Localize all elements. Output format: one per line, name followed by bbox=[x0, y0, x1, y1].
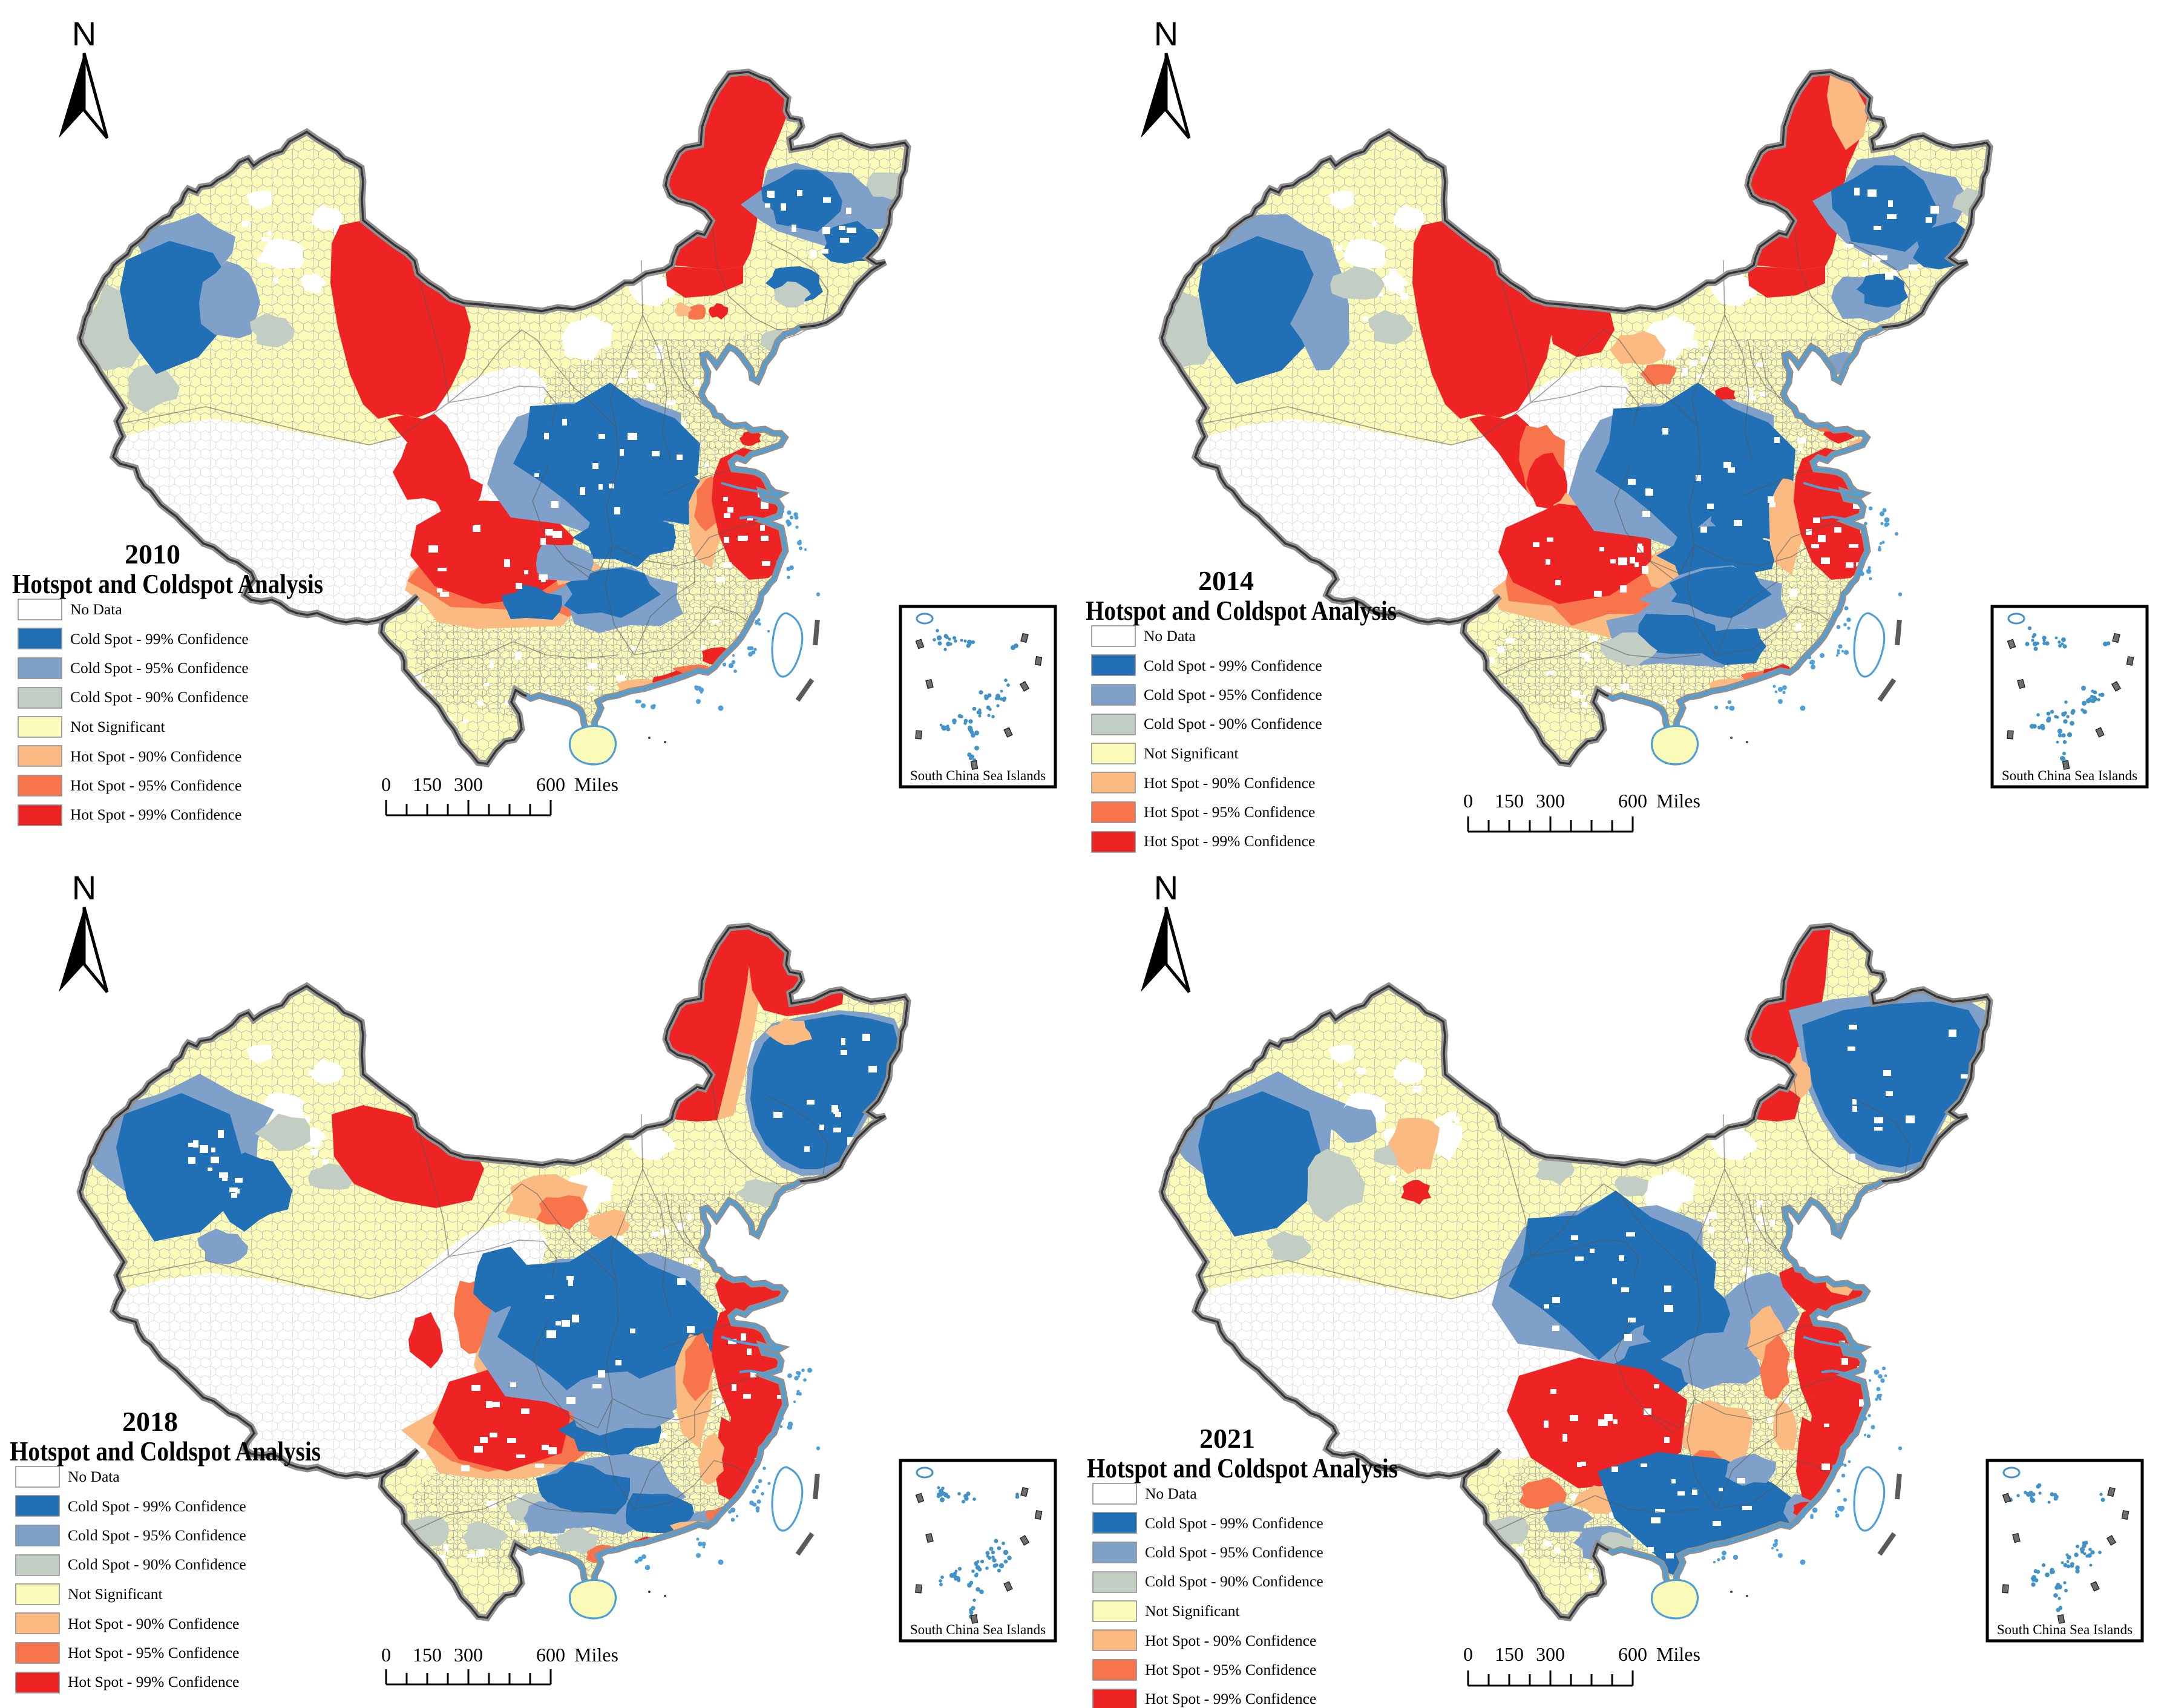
svg-text:150: 150 bbox=[1495, 790, 1524, 812]
svg-text:600: 600 bbox=[1618, 1643, 1647, 1665]
svg-text:Cold Spot - 90% Confidence: Cold Spot - 90% Confidence bbox=[1144, 715, 1322, 732]
svg-text:Cold Spot - 99% Confidence: Cold Spot - 99% Confidence bbox=[70, 630, 249, 648]
svg-text:N: N bbox=[1154, 869, 1178, 907]
svg-text:N: N bbox=[1154, 15, 1178, 53]
svg-text:Cold Spot - 90% Confidence: Cold Spot - 90% Confidence bbox=[70, 688, 249, 706]
svg-text:150: 150 bbox=[413, 774, 442, 795]
svg-text:No Data: No Data bbox=[1145, 1485, 1197, 1502]
svg-text:Hot Spot - 99% Confidence: Hot Spot - 99% Confidence bbox=[1145, 1690, 1316, 1707]
svg-text:2014: 2014 bbox=[1198, 565, 1254, 596]
svg-text:150: 150 bbox=[413, 1644, 442, 1666]
svg-text:Cold Spot - 90% Confidence: Cold Spot - 90% Confidence bbox=[68, 1555, 246, 1573]
svg-text:600: 600 bbox=[536, 1644, 565, 1666]
svg-text:Miles: Miles bbox=[1656, 1643, 1700, 1665]
svg-text:Not Significant: Not Significant bbox=[1145, 1602, 1240, 1620]
svg-text:South China Sea Islands: South China Sea Islands bbox=[2002, 768, 2137, 783]
svg-text:2010: 2010 bbox=[125, 539, 180, 570]
svg-text:0: 0 bbox=[381, 774, 391, 795]
svg-text:0: 0 bbox=[1463, 790, 1473, 812]
svg-text:300: 300 bbox=[454, 1644, 483, 1666]
svg-text:South China Sea Islands: South China Sea Islands bbox=[910, 1622, 1046, 1637]
svg-text:Miles: Miles bbox=[1656, 790, 1700, 812]
svg-text:Hot Spot - 90% Confidence: Hot Spot - 90% Confidence bbox=[70, 747, 241, 765]
svg-text:600: 600 bbox=[536, 774, 565, 795]
svg-text:South China Sea Islands: South China Sea Islands bbox=[910, 768, 1046, 783]
svg-text:Hotspot and Coldspot Analysis: Hotspot and Coldspot Analysis bbox=[12, 568, 323, 599]
svg-text:Hot Spot - 90% Confidence: Hot Spot - 90% Confidence bbox=[68, 1615, 239, 1632]
svg-text:No Data: No Data bbox=[1144, 627, 1196, 645]
svg-text:Hotspot and Coldspot Analysis: Hotspot and Coldspot Analysis bbox=[1086, 595, 1397, 626]
svg-text:Cold Spot - 95% Confidence: Cold Spot - 95% Confidence bbox=[68, 1526, 246, 1544]
svg-text:Cold Spot - 99% Confidence: Cold Spot - 99% Confidence bbox=[1144, 657, 1322, 674]
svg-text:Hot Spot - 99% Confidence: Hot Spot - 99% Confidence bbox=[1144, 832, 1315, 850]
svg-text:Not Significant: Not Significant bbox=[68, 1585, 163, 1603]
svg-text:Hot Spot - 99% Confidence: Hot Spot - 99% Confidence bbox=[68, 1673, 239, 1690]
svg-text:600: 600 bbox=[1618, 790, 1647, 812]
svg-text:Hot Spot - 95% Confidence: Hot Spot - 95% Confidence bbox=[70, 777, 241, 794]
svg-text:Not Significant: Not Significant bbox=[1144, 744, 1239, 762]
svg-text:Miles: Miles bbox=[574, 1644, 618, 1666]
svg-text:Hot Spot - 95% Confidence: Hot Spot - 95% Confidence bbox=[1145, 1661, 1316, 1678]
svg-text:Cold Spot - 95% Confidence: Cold Spot - 95% Confidence bbox=[1145, 1543, 1323, 1561]
svg-text:0: 0 bbox=[1463, 1643, 1473, 1665]
svg-text:Hot Spot - 90% Confidence: Hot Spot - 90% Confidence bbox=[1145, 1632, 1316, 1649]
svg-text:Hot Spot - 95% Confidence: Hot Spot - 95% Confidence bbox=[1144, 803, 1315, 821]
svg-text:Hot Spot - 90% Confidence: Hot Spot - 90% Confidence bbox=[1144, 774, 1315, 792]
svg-text:Cold Spot - 95% Confidence: Cold Spot - 95% Confidence bbox=[1144, 686, 1322, 703]
svg-text:South China Sea Islands: South China Sea Islands bbox=[1997, 1622, 2133, 1637]
svg-text:Hotspot and Coldspot Analysis: Hotspot and Coldspot Analysis bbox=[10, 1436, 321, 1467]
svg-text:N: N bbox=[72, 15, 96, 53]
svg-text:Cold Spot - 99% Confidence: Cold Spot - 99% Confidence bbox=[1145, 1514, 1323, 1532]
svg-text:Hotspot and Coldspot Analysis: Hotspot and Coldspot Analysis bbox=[1087, 1453, 1398, 1483]
svg-text:Cold Spot - 99% Confidence: Cold Spot - 99% Confidence bbox=[68, 1497, 246, 1515]
svg-text:Not Significant: Not Significant bbox=[70, 718, 165, 735]
svg-text:2018: 2018 bbox=[122, 1406, 178, 1437]
svg-text:No Data: No Data bbox=[68, 1468, 120, 1485]
svg-text:Hot Spot - 95% Confidence: Hot Spot - 95% Confidence bbox=[68, 1644, 239, 1661]
svg-text:No Data: No Data bbox=[70, 600, 122, 618]
svg-text:300: 300 bbox=[1536, 790, 1565, 812]
svg-text:Hot Spot - 99% Confidence: Hot Spot - 99% Confidence bbox=[70, 806, 241, 823]
svg-text:300: 300 bbox=[1536, 1643, 1565, 1665]
svg-text:0: 0 bbox=[381, 1644, 391, 1666]
svg-text:N: N bbox=[72, 869, 96, 907]
svg-text:2021: 2021 bbox=[1199, 1423, 1255, 1454]
svg-text:Cold Spot - 95% Confidence: Cold Spot - 95% Confidence bbox=[70, 659, 249, 677]
svg-text:150: 150 bbox=[1495, 1643, 1524, 1665]
svg-text:Miles: Miles bbox=[574, 774, 618, 795]
svg-text:Cold Spot - 90% Confidence: Cold Spot - 90% Confidence bbox=[1145, 1572, 1323, 1590]
svg-text:300: 300 bbox=[454, 774, 483, 795]
